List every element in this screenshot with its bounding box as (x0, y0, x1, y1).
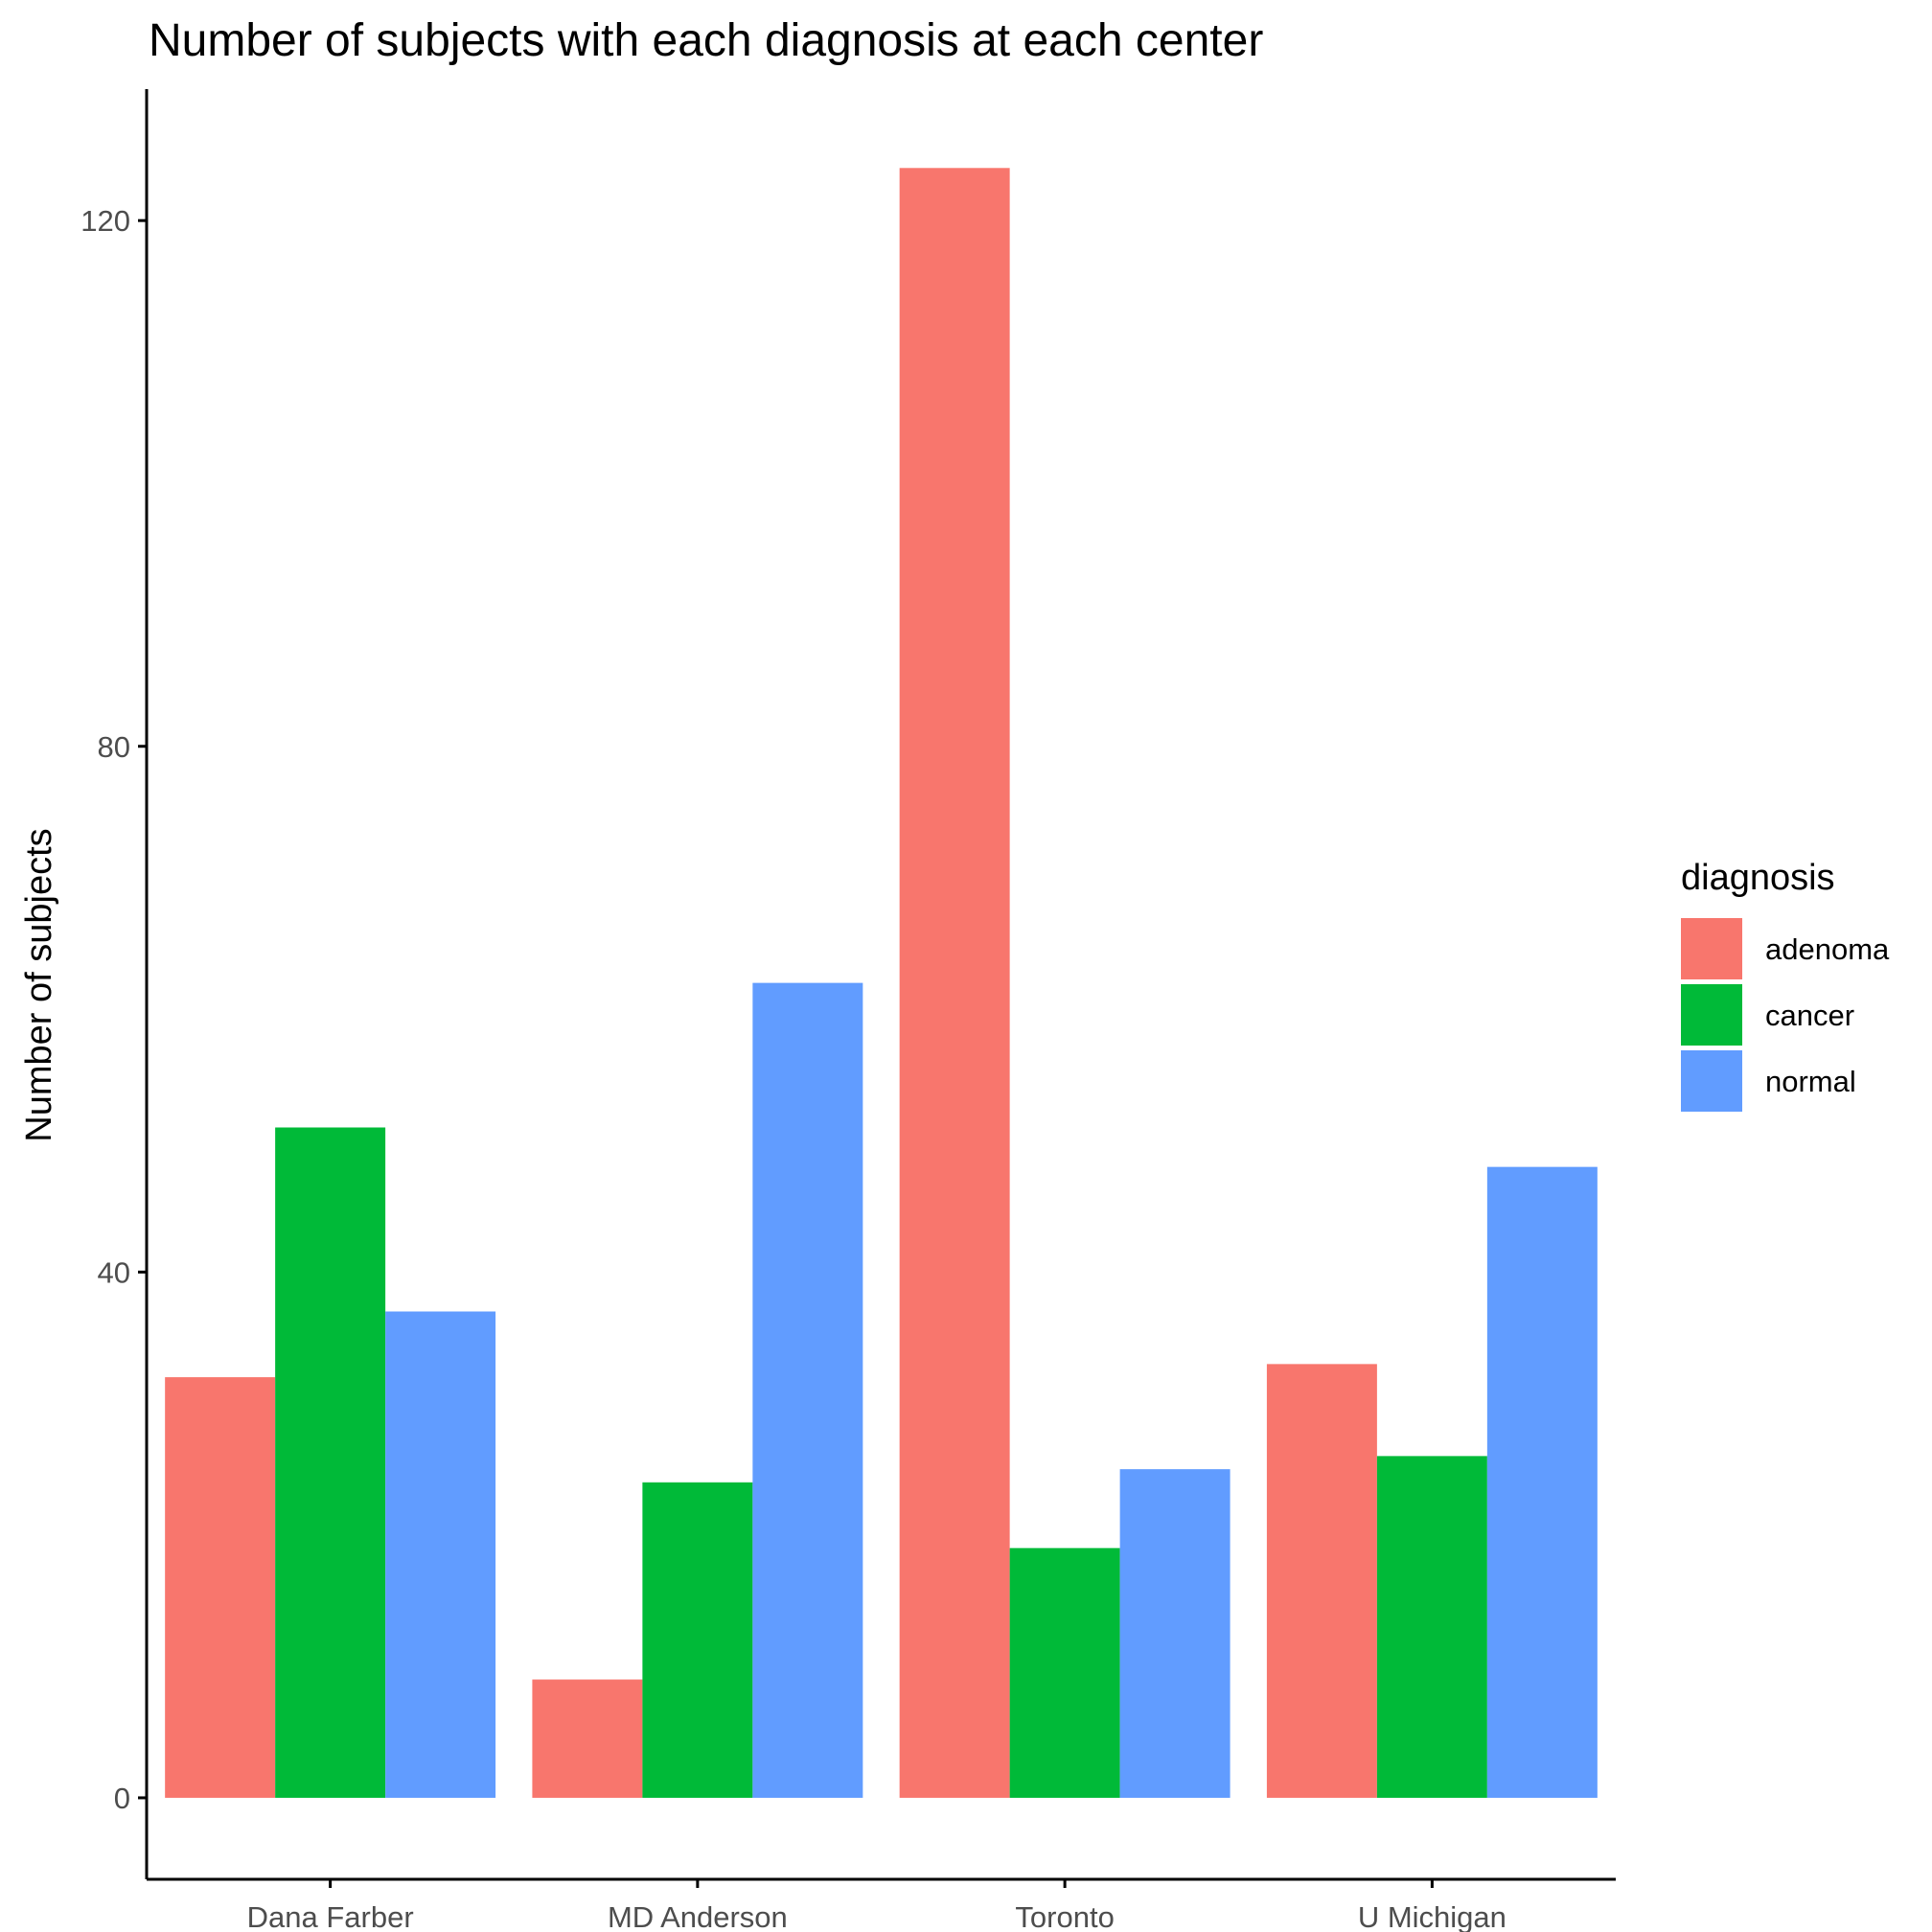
plot-area: 0 40 80 120 Dana Farber MD Anderson Toronto U M… (80, 168, 1598, 1932)
y-tick-label: 120 (80, 204, 130, 238)
x-tick-label: MD Anderson (608, 1900, 788, 1932)
bar-cancer-md-anderson (642, 1482, 753, 1798)
y-tick-label: 0 (114, 1782, 130, 1815)
y-tick-label: 40 (98, 1255, 130, 1289)
bar-cancer-dana-farber (275, 1127, 386, 1798)
bar-adenoma-dana-farber (165, 1377, 276, 1798)
y-tick-label: 80 (98, 730, 130, 764)
bar-normal-u-michigan (1486, 1166, 1598, 1798)
legend-label-normal: normal (1765, 1065, 1856, 1098)
legend-label-cancer: cancer (1765, 999, 1854, 1032)
legend-label-adenoma: adenoma (1765, 932, 1890, 966)
y-axis-title: Number of subjects (19, 828, 59, 1141)
bar-adenoma-toronto (899, 168, 1010, 1798)
bar-normal-md-anderson (752, 982, 863, 1798)
bar-adenoma-md-anderson (532, 1679, 643, 1798)
legend-swatch-adenoma (1681, 918, 1742, 979)
x-tick-label: Toronto (1015, 1900, 1114, 1932)
x-tick-label: U Michigan (1358, 1900, 1506, 1932)
legend: diagnosis adenoma cancer normal (1681, 858, 1890, 1112)
x-tick-label: Dana Farber (247, 1900, 414, 1932)
bar-cancer-toronto (1009, 1548, 1120, 1798)
legend-title: diagnosis (1681, 858, 1835, 898)
bar-adenoma-u-michigan (1266, 1364, 1377, 1798)
bar-normal-toronto (1119, 1469, 1230, 1798)
legend-swatch-normal (1681, 1050, 1742, 1112)
bar-normal-dana-farber (385, 1311, 496, 1798)
bar-cancer-u-michigan (1376, 1456, 1487, 1798)
chart-title: Number of subjects with each diagnosis a… (149, 15, 1263, 66)
legend-swatch-cancer (1681, 984, 1742, 1046)
